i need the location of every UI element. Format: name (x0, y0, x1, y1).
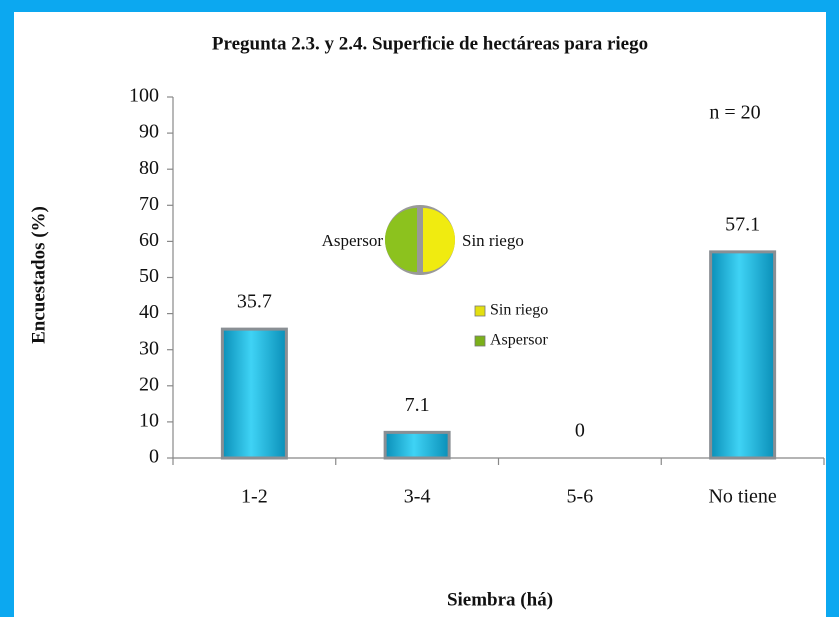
chart-title: Pregunta 2.3. y 2.4. Superficie de hectá… (212, 33, 648, 54)
y-tick-label: 30 (139, 337, 159, 359)
icon-right (423, 208, 455, 272)
icon-label: Sin riego (462, 231, 524, 250)
y-tick-label: 10 (139, 409, 159, 431)
y-tick-label: 80 (139, 157, 159, 179)
y-tick-label: 60 (139, 229, 159, 251)
annotation: n = 20 (709, 102, 760, 124)
legend-swatch (474, 305, 486, 317)
bar (383, 430, 451, 460)
y-tick-label: 90 (139, 121, 159, 143)
y-axis-label: Encuestados (%) (28, 206, 49, 344)
y-tick-label: 70 (139, 193, 159, 215)
legend-swatch (474, 335, 486, 347)
x-tick-label: No tiene (708, 486, 776, 508)
icon-left (385, 208, 417, 272)
value-label: 57.1 (725, 213, 760, 235)
y-tick-label: 20 (139, 373, 159, 395)
legend-label: Aspersor (490, 332, 548, 349)
value-label: 0 (575, 420, 585, 442)
value-label: 35.7 (237, 291, 272, 313)
icon (385, 205, 455, 275)
x-tick-label: 5-6 (567, 486, 594, 508)
bar (220, 327, 288, 460)
legend-label: Sin riego (490, 302, 548, 319)
x-tick-label: 3-4 (404, 486, 431, 508)
y-tick-label: 100 (129, 85, 159, 107)
icon-label: Aspersor (322, 231, 384, 250)
y-tick-label: 0 (149, 446, 159, 468)
chart-area (14, 12, 826, 617)
x-tick-label: 1-2 (241, 486, 268, 508)
value-label: 7.1 (405, 394, 430, 416)
y-tick-label: 50 (139, 265, 159, 287)
bar (709, 250, 777, 460)
y-tick-label: 40 (139, 301, 159, 323)
x-axis-label: Siembra (há) (447, 589, 553, 610)
